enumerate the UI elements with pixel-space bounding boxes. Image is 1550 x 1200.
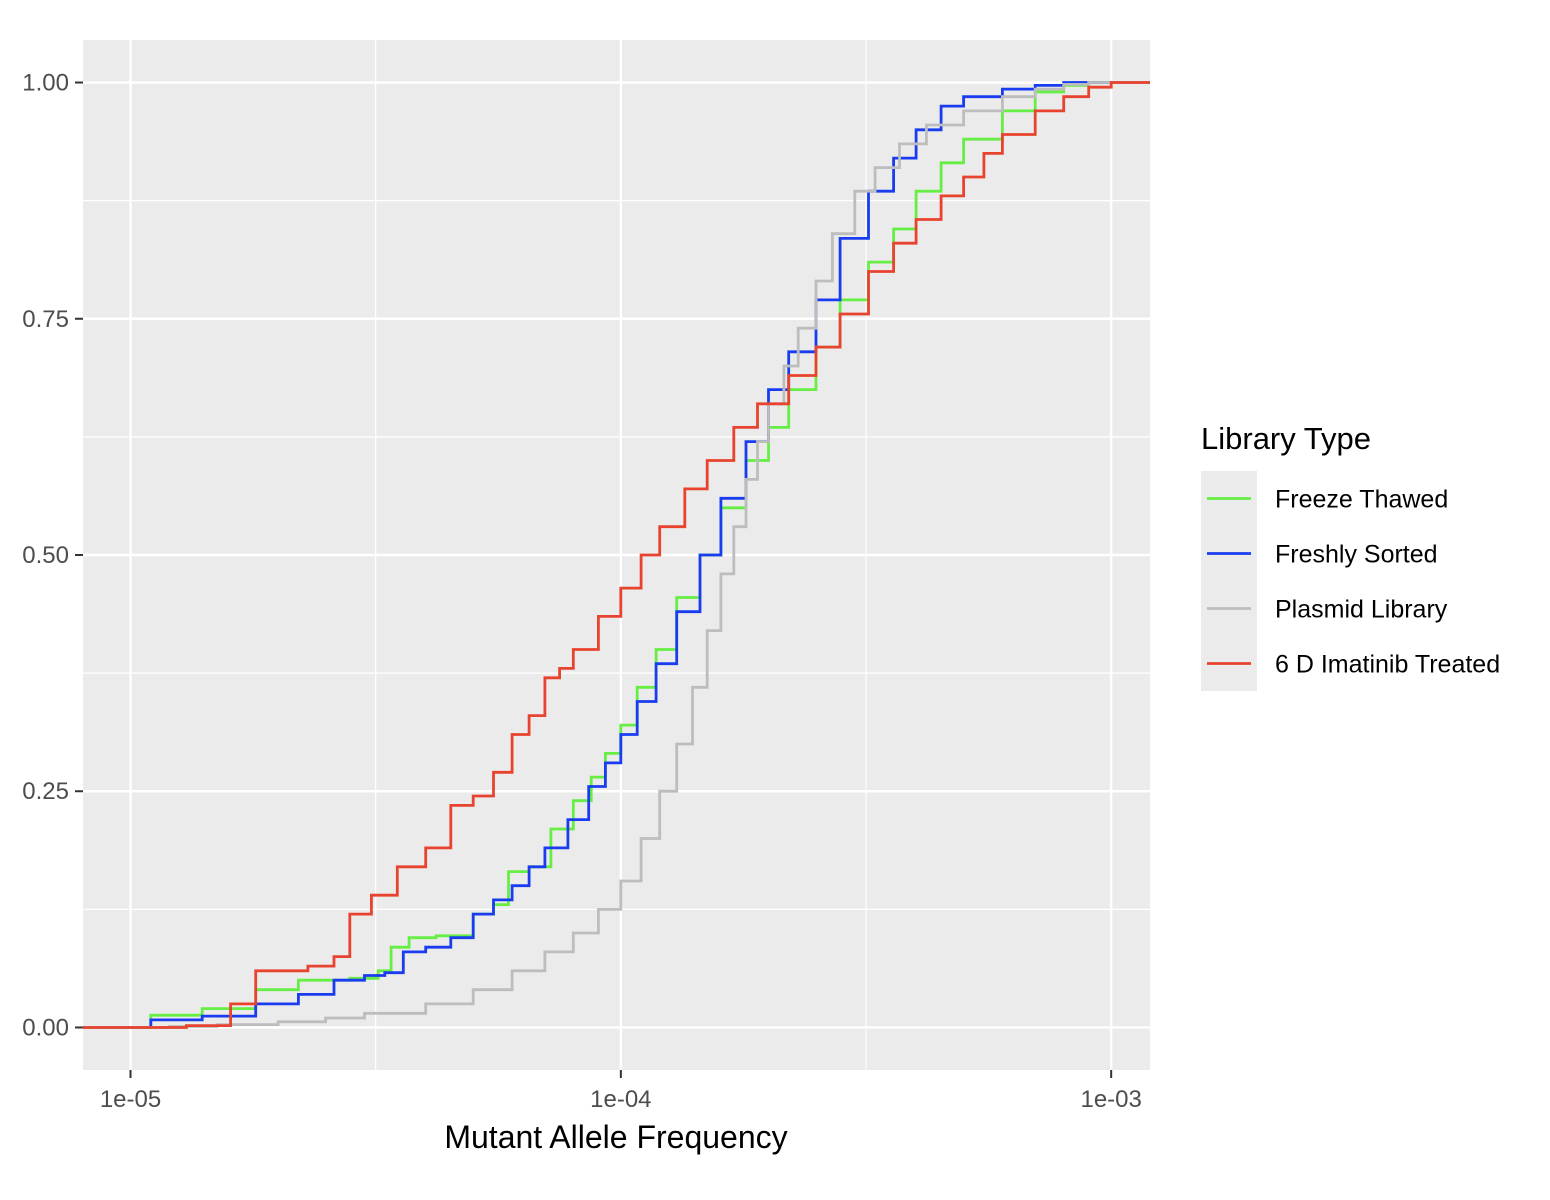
legend-title: Library Type bbox=[1201, 421, 1371, 456]
x-tick-label: 1e-05 bbox=[100, 1086, 161, 1113]
series-line-plasmid-library bbox=[83, 81, 1150, 1029]
legend-label-freshly-sorted: Freshly Sorted bbox=[1275, 541, 1438, 569]
major-gridlines bbox=[83, 40, 1150, 1070]
legend-label-freeze-thawed: Freeze Thawed bbox=[1275, 486, 1448, 514]
x-axis-title: Mutant Allele Frequency bbox=[444, 1119, 787, 1155]
series-line-freeze-thawed bbox=[83, 81, 1150, 1029]
legend-items: Freeze Thawed Freshly Sorted Plasmid Libra… bbox=[1201, 471, 1500, 691]
legend-label-plasmid-library: Plasmid Library bbox=[1275, 596, 1448, 624]
series-lines bbox=[83, 81, 1150, 1029]
x-tick-label: 1e-04 bbox=[590, 1086, 651, 1113]
y-tick-label: 0.75 bbox=[22, 306, 69, 333]
legend-key-background bbox=[1201, 471, 1257, 691]
series-line-freshly-sorted bbox=[83, 81, 1150, 1029]
series-line-6-d-imatinib-treated bbox=[83, 81, 1150, 1029]
legend: Library Type Freeze Thawed Freshly Sorted… bbox=[1201, 421, 1500, 691]
y-tick-label: 1.00 bbox=[22, 70, 69, 97]
legend-label-6-d-imatinib-treated: 6 D Imatinib Treated bbox=[1275, 651, 1500, 679]
y-tick-label: 0.25 bbox=[22, 778, 69, 805]
y-tick-label: 0.00 bbox=[22, 1014, 69, 1041]
axes: 1e-05 1e-04 1e-03 0.00 0.25 0.50 0.75 1.00 bbox=[22, 70, 1142, 1113]
x-tick-label: 1e-03 bbox=[1080, 1086, 1141, 1113]
y-tick-label: 0.50 bbox=[22, 542, 69, 569]
